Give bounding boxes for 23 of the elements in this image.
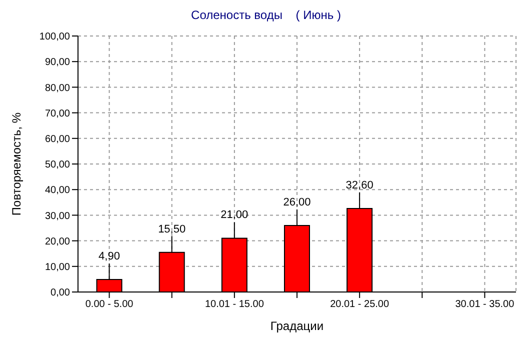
y-tick-label: 90,00: [44, 57, 70, 68]
data-label: 15,50: [158, 223, 186, 236]
x-tick-label: 0.00 - 5.00: [85, 299, 134, 310]
y-tick-label: 30,00: [44, 210, 70, 222]
y-tick-label: 40,00: [44, 185, 70, 196]
x-tick-label: 10.01 - 15.00: [204, 299, 264, 310]
y-tick-label: 50,00: [44, 160, 70, 171]
y-tick-label: 100,00: [39, 32, 70, 43]
data-label: 21,00: [220, 209, 248, 222]
x-tick-label: 30.01 - 35.00: [455, 299, 515, 310]
y-tick-label: 0,00: [50, 288, 70, 299]
y-tick-label: 80,00: [44, 82, 70, 94]
data-label: 32,60: [346, 180, 374, 192]
y-tick-label: 20,00: [44, 236, 70, 248]
y-tick-label: 70,00: [44, 108, 70, 120]
y-tick-label: 60,00: [44, 134, 70, 145]
chart-title: Соленость воды ( Июнь ): [190, 8, 342, 24]
data-label: 4,90: [98, 250, 120, 262]
data-label: 26,00: [283, 196, 311, 208]
y-axis-title: Повторяемость, %: [9, 112, 24, 216]
y-tick-label: 10,00: [44, 262, 70, 273]
x-tick-label: 20.01 - 25.00: [330, 299, 390, 310]
x-axis-title: Градации: [270, 319, 324, 333]
